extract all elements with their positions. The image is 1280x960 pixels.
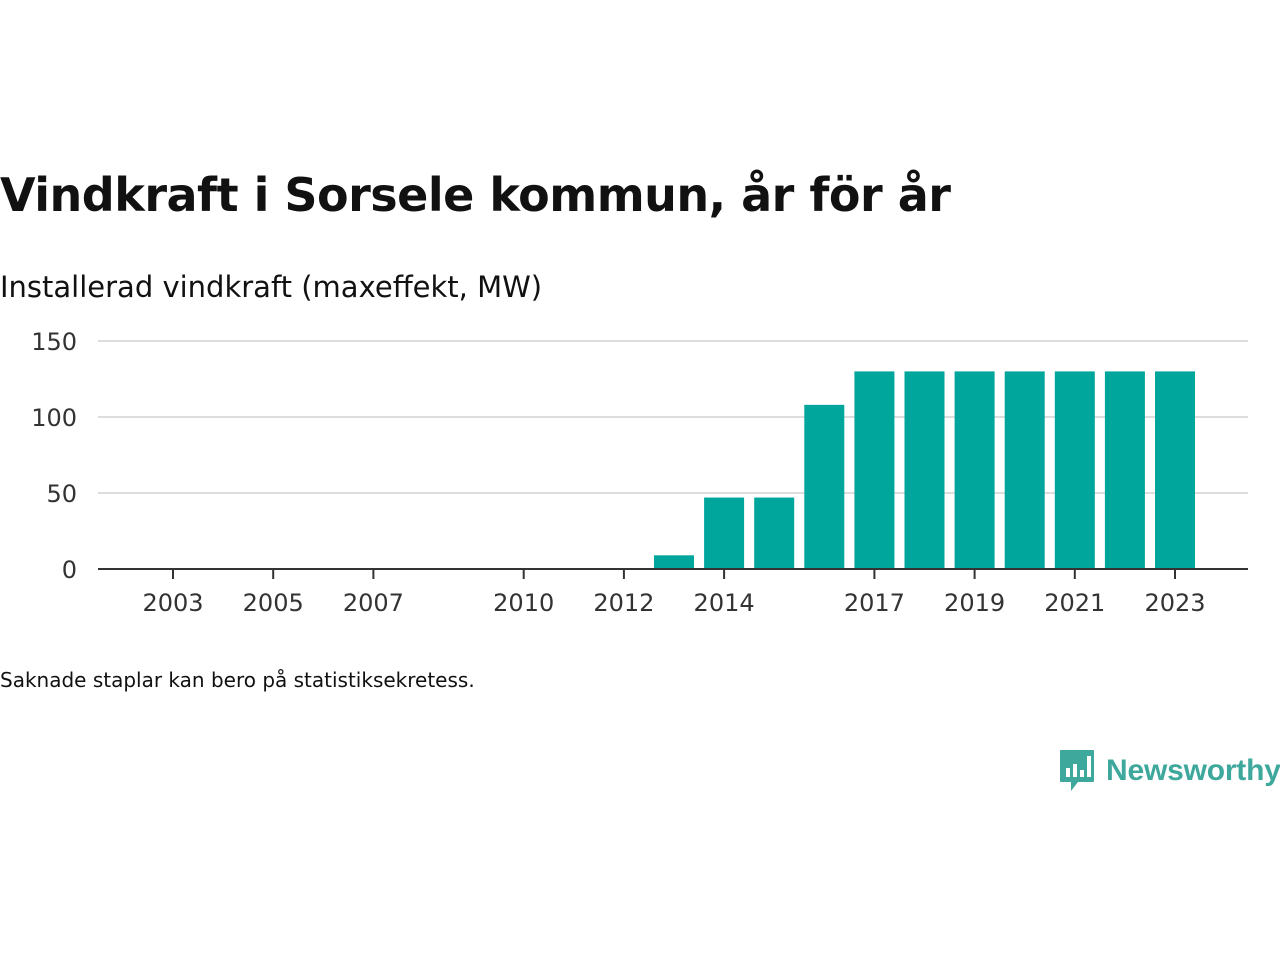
bar-2017: [854, 371, 895, 569]
x-tick-label: 2012: [593, 589, 654, 617]
x-tick-labels: 2003 2005 2007 2010 2012 2014 2017 2019 2021 2023: [142, 589, 1205, 617]
footnote: Saknade staplar kan bero på statistiksek…: [0, 668, 475, 692]
x-tick-label: 2023: [1144, 589, 1205, 617]
brand-logo: Newsworthy: [1058, 748, 1280, 794]
bar-2019: [954, 371, 995, 569]
x-tick-label: 2003: [142, 589, 203, 617]
newsworthy-chart-bubble-icon: [1060, 750, 1094, 791]
y-tick-label: 100: [31, 404, 77, 432]
bar-2014: [704, 497, 745, 569]
x-tick-label: 2021: [1044, 589, 1105, 617]
bar-2022: [1104, 371, 1145, 569]
chart-subtitle: Installerad vindkraft (maxeffekt, MW): [0, 270, 543, 304]
x-tick-label: 2010: [493, 589, 554, 617]
y-tick-labels: 0 50 100 150: [31, 328, 77, 584]
bar-2023: [1155, 371, 1195, 569]
bar-2015: [754, 497, 795, 569]
x-tick-label: 2017: [844, 589, 905, 617]
bar-2020: [1004, 371, 1045, 569]
bar-2021: [1054, 371, 1095, 569]
x-tick-label: 2007: [343, 589, 404, 617]
bar-2018: [904, 371, 945, 569]
brand-name: Newsworthy: [1106, 754, 1280, 787]
y-tick-label: 50: [46, 480, 77, 508]
x-tick-label: 2005: [243, 589, 304, 617]
x-tick-label: 2014: [694, 589, 755, 617]
bar-2013: [654, 555, 694, 569]
x-tick-label: 2019: [944, 589, 1005, 617]
chart-title: Vindkraft i Sorsele kommun, år för år: [0, 168, 951, 222]
x-axis: [98, 568, 1248, 579]
y-tick-label: 150: [31, 328, 77, 356]
bars: [654, 371, 1195, 569]
bar-2016: [804, 404, 845, 569]
y-tick-label: 0: [62, 556, 77, 584]
